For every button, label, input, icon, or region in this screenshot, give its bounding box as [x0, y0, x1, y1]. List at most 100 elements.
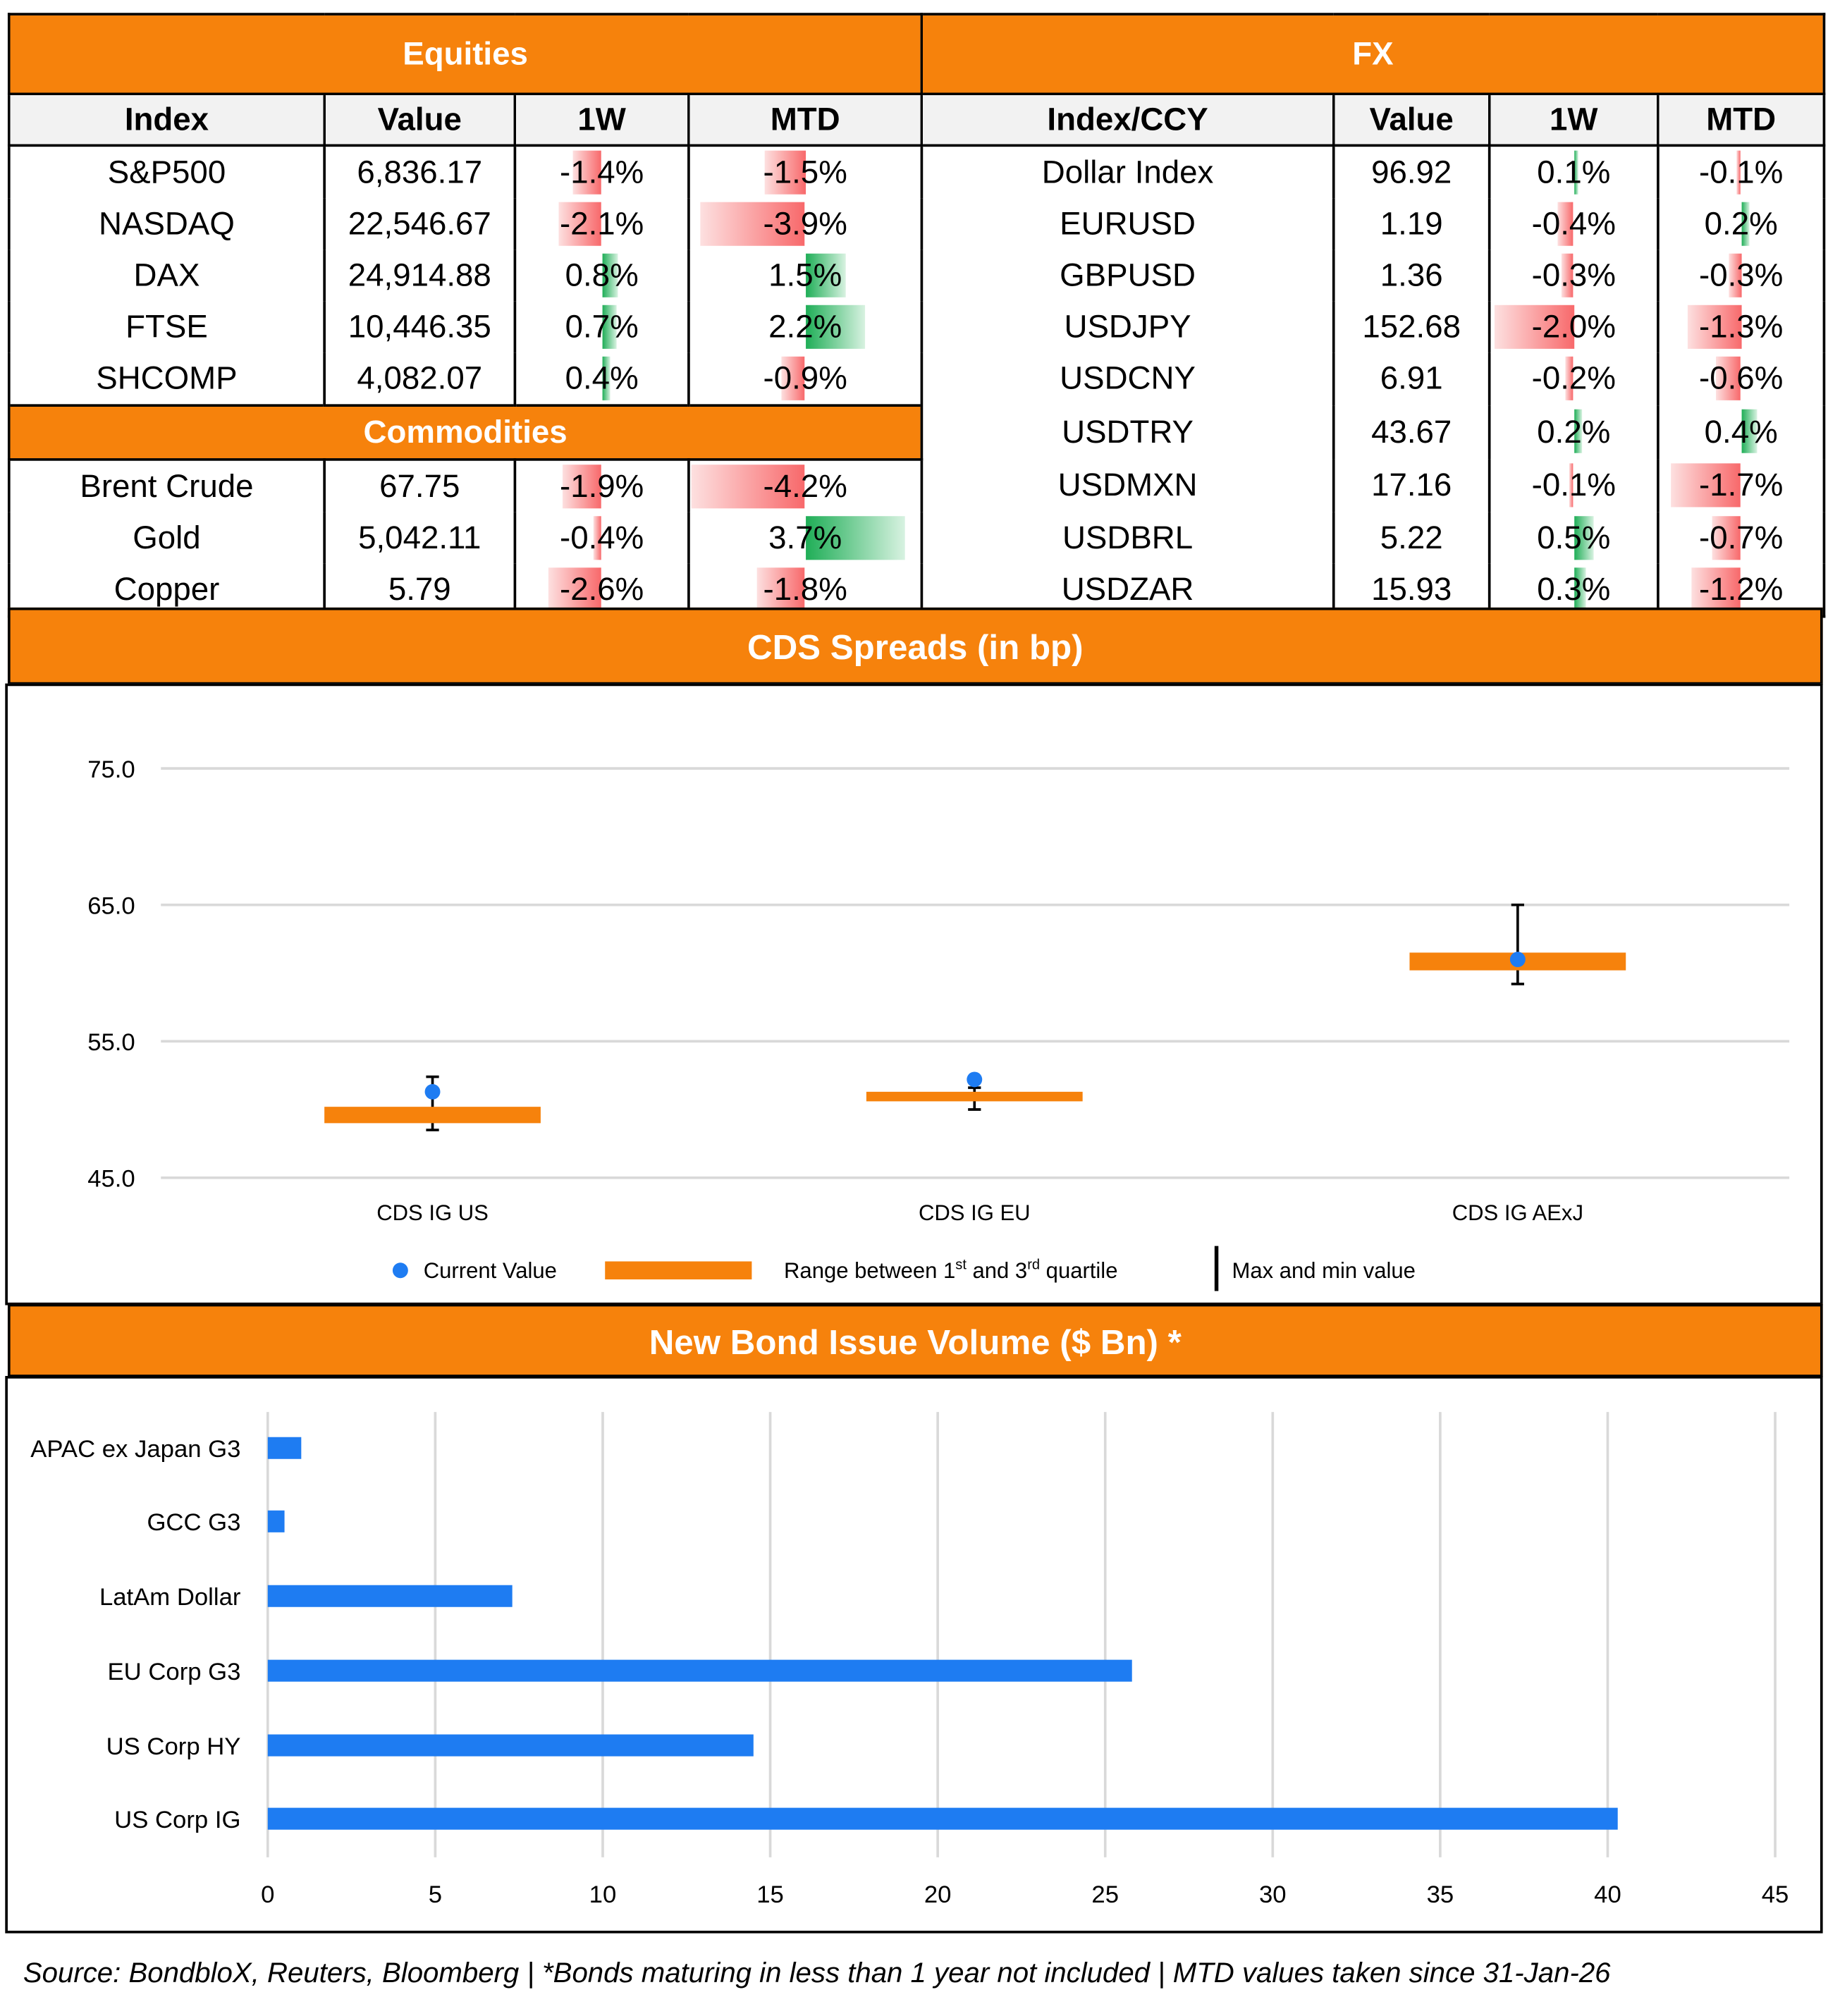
asset-value: 10,446.35: [323, 301, 517, 353]
x-category-label: CDS IG EU: [919, 1200, 1031, 1225]
table-row: SHCOMP 4,082.07 0.4% -0.9% USDCNY 6.91 -0.2% -0…: [7, 352, 1826, 406]
y-category-label: EU Corp G3: [108, 1659, 241, 1685]
pct-change-cell: -0.3%: [1657, 250, 1826, 302]
fx-name: USDJPY: [920, 301, 1335, 353]
negative-data-bar: [1565, 356, 1574, 400]
pct-value: -0.9%: [763, 359, 847, 396]
cds-header: CDS Spreads (in bp): [7, 607, 1823, 685]
asset-value: 6,836.17: [323, 145, 517, 199]
bar: [267, 1659, 1132, 1682]
asset-value: 22,546.67: [323, 198, 517, 250]
pct-value: -0.7%: [1699, 519, 1784, 555]
fx-value: 6.91: [1332, 352, 1491, 406]
negative-data-bar: [1716, 356, 1741, 400]
pct-change-cell: -0.3%: [1487, 250, 1660, 302]
bond-header: New Bond Issue Volume ($ Bn) *: [7, 1303, 1823, 1377]
y-tick-label: 55.0: [87, 1029, 135, 1056]
negative-data-bar: [1687, 305, 1741, 349]
fx-name: USDBRL: [920, 512, 1335, 564]
pct-change-cell: 0.2%: [1657, 198, 1826, 250]
x-tick-label: 40: [1594, 1881, 1621, 1908]
table-row: DAX 24,914.88 0.8% 1.5% GBPUSD 1.36 -0.3% -0.3%: [7, 250, 1826, 302]
col-header: 1W: [1487, 92, 1660, 147]
legend-range-label: Range between 1st and 3rd quartile: [784, 1257, 1117, 1283]
pct-value: -2.6%: [560, 570, 644, 607]
pct-change-cell: -1.3%: [1657, 301, 1826, 353]
pct-value: 0.5%: [1537, 519, 1611, 555]
pct-change-cell: -0.9%: [687, 352, 924, 406]
pct-change-cell: -0.6%: [1657, 352, 1826, 406]
pct-value: -1.9%: [560, 467, 644, 504]
fx-name: Dollar Index: [920, 145, 1335, 199]
legend-range-part: st: [955, 1257, 967, 1272]
asset-name: SHCOMP: [7, 352, 326, 406]
asset-value: 67.75: [323, 459, 517, 512]
bar: [267, 1807, 1618, 1830]
negative-data-bar: [1729, 253, 1741, 297]
asset-value: 5,042.11: [323, 512, 517, 564]
table-row: S&P500 6,836.17 -1.4% -1.5% Dollar Index 96.9…: [7, 145, 1826, 199]
table-row: FTSE 10,446.35 0.7% 2.2% USDJPY 152.68 -2.0% -1…: [7, 301, 1826, 353]
pct-value: -4.2%: [763, 467, 847, 504]
bar: [267, 1734, 754, 1757]
y-category-label: US Corp HY: [106, 1733, 241, 1760]
positive-data-bar: [805, 253, 846, 297]
asset-value: 4,082.07: [323, 352, 517, 406]
negative-data-bar: [1569, 463, 1574, 508]
pct-change-cell: -1.4%: [513, 145, 690, 199]
legend-range-part: quartile: [1040, 1258, 1117, 1283]
positive-data-bar: [1574, 516, 1594, 560]
pct-change-cell: 0.5%: [1487, 512, 1660, 564]
fx-value: 43.67: [1332, 405, 1491, 460]
pct-change-cell: 0.8%: [513, 250, 690, 302]
pct-value: -1.3%: [1699, 308, 1784, 345]
col-header: 1W: [513, 92, 690, 147]
negative-data-bar: [559, 202, 602, 246]
legend-range-swatch: [605, 1261, 752, 1280]
col-header: Value: [1332, 92, 1491, 147]
negative-data-bar: [1494, 305, 1574, 349]
pct-change-cell: 2.2%: [687, 301, 924, 353]
y-tick-label: 65.0: [87, 892, 135, 919]
negative-data-bar: [1671, 463, 1741, 508]
positive-data-bar: [601, 253, 618, 297]
pct-value: -1.4%: [560, 154, 644, 190]
commodities-header: Commodities: [7, 404, 924, 461]
pct-value: -0.1%: [1531, 467, 1616, 503]
bar: [267, 1585, 513, 1607]
pct-value: 0.1%: [1537, 154, 1611, 190]
fx-value: 1.36: [1332, 250, 1491, 302]
fx-name: USDCNY: [920, 352, 1335, 406]
pct-value: 0.2%: [1537, 414, 1611, 450]
positive-data-bar: [1574, 150, 1578, 195]
legend-minmax-label: Max and min value: [1232, 1258, 1415, 1283]
pct-change-cell: 3.7%: [687, 512, 924, 564]
pct-change-cell: -4.2%: [687, 459, 924, 512]
fx-header: FX: [920, 13, 1826, 96]
fx-value: 5.22: [1332, 512, 1491, 564]
pct-change-cell: -0.4%: [513, 512, 690, 564]
pct-change-cell: -0.4%: [1487, 198, 1660, 250]
pct-value: 0.4%: [565, 359, 639, 396]
col-header: MTD: [687, 92, 924, 147]
x-tick-label: 10: [589, 1881, 617, 1908]
pct-value: 0.3%: [1537, 570, 1611, 607]
pct-value: 3.7%: [768, 519, 842, 555]
negative-data-bar: [1557, 202, 1574, 246]
pct-change-cell: 0.4%: [513, 352, 690, 406]
pct-change-cell: -2.1%: [513, 198, 690, 250]
pct-value: -1.2%: [1699, 570, 1784, 607]
y-category-label: APAC ex Japan G3: [30, 1436, 240, 1463]
pct-change-cell: -1.9%: [513, 459, 690, 512]
y-tick-label: 75.0: [87, 756, 135, 783]
fx-name: USDMXN: [920, 459, 1335, 512]
y-category-label: GCC G3: [147, 1509, 240, 1536]
quartile-box: [324, 1107, 541, 1124]
footer-source: Source: BondbloX, Reuters, Bloomberg | *…: [23, 1956, 1611, 1989]
positive-data-bar: [805, 305, 865, 349]
positive-data-bar: [1574, 409, 1582, 453]
positive-data-bar: [601, 305, 616, 349]
pct-change-cell: 0.7%: [513, 301, 690, 353]
fx-name: USDTRY: [920, 405, 1335, 460]
